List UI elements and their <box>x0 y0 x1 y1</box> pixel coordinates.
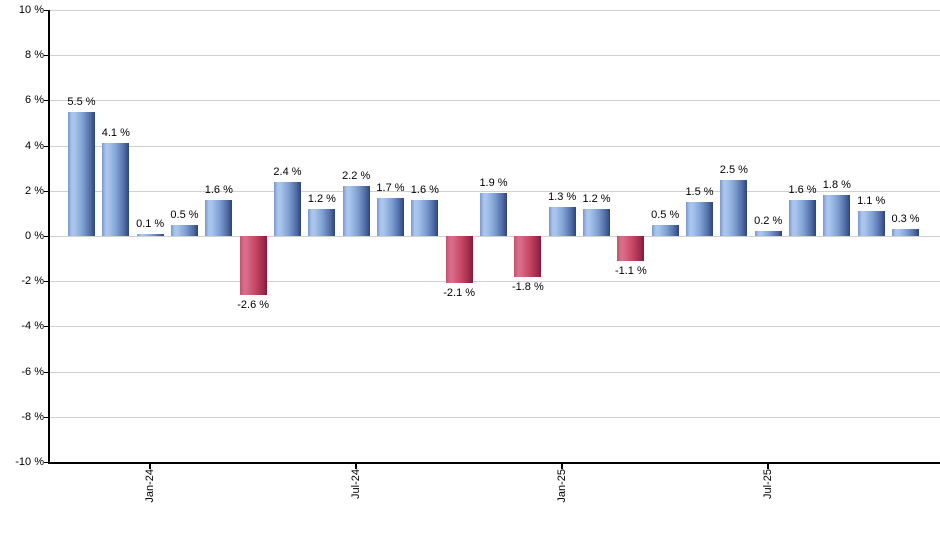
y-axis-label: 4 % <box>25 139 44 152</box>
bar-value-label: 0.3 % <box>891 213 920 226</box>
bar-value-label: 1.1 % <box>857 195 886 208</box>
grid-line <box>50 371 940 373</box>
y-axis-label: 8 % <box>25 49 44 62</box>
bar-value-label: 0.5 % <box>651 208 680 221</box>
x-axis-tick <box>561 462 564 469</box>
bar-value-label: 0.1 % <box>136 217 165 230</box>
grid-line <box>50 236 940 237</box>
bar-value-label: 1.5 % <box>685 186 714 199</box>
x-axis-line <box>48 462 940 464</box>
bar-Nov-25 <box>892 229 920 236</box>
grid-line <box>50 145 940 147</box>
bar-value-label: 1.8 % <box>822 179 851 192</box>
y-axis-label: 0 % <box>25 230 44 242</box>
bar-Jan-25 <box>548 206 576 236</box>
grid-line <box>50 10 940 11</box>
bar-value-label: 1.6 % <box>204 183 233 196</box>
bar-value-label: -2.1 % <box>443 287 476 300</box>
y-axis-line <box>48 10 50 464</box>
y-axis-tick <box>44 416 49 418</box>
y-axis-tick <box>44 281 49 283</box>
bar-Dec-23 <box>102 143 130 236</box>
bar-value-label: 0.5 % <box>170 208 199 221</box>
x-axis-tick <box>149 462 152 469</box>
bar-value-label: 1.2 % <box>582 192 611 205</box>
bar-value-label: 1.6 % <box>410 183 439 196</box>
bar-Sep-24 <box>411 199 439 236</box>
bar-Apr-25 <box>651 224 679 236</box>
bar-Sep-25 <box>823 195 851 236</box>
x-axis-label: Jul-25 <box>762 469 775 499</box>
bar-May-24 <box>274 181 301 236</box>
bar-value-label: 4.1 % <box>101 127 130 140</box>
bar-Dec-24 <box>514 236 542 277</box>
bar-value-label: 1.9 % <box>479 177 508 190</box>
y-axis-tick <box>44 326 49 328</box>
bar-value-label: 5.5 % <box>67 95 96 108</box>
bar-Jul-24 <box>342 186 370 236</box>
bar-value-label: 1.7 % <box>376 181 405 194</box>
bar-Aug-24 <box>377 197 404 236</box>
grid-line <box>50 55 940 57</box>
bar-value-label: 1.3 % <box>548 190 577 203</box>
bar-value-label: 2.5 % <box>719 163 748 176</box>
bar-Apr-24 <box>239 236 267 295</box>
bar-value-label: -2.6 % <box>237 298 270 311</box>
x-axis-label: Jul-24 <box>350 469 363 499</box>
y-axis-label: -2 % <box>21 275 44 288</box>
y-axis-tick <box>44 371 49 373</box>
bar-value-label: -1.8 % <box>511 280 544 293</box>
bar-Oct-25 <box>857 211 885 236</box>
grid-line <box>50 190 940 192</box>
bar-Feb-25 <box>583 208 611 236</box>
bar-Jul-25 <box>754 231 782 236</box>
x-axis-tick <box>767 462 770 469</box>
y-axis-tick <box>44 462 49 463</box>
y-axis-label: -8 % <box>21 410 44 423</box>
grid-line <box>50 416 940 418</box>
x-axis-label: Jan-24 <box>144 469 157 503</box>
bar-Oct-24 <box>445 236 473 284</box>
x-axis-label: Jan-25 <box>556 469 569 503</box>
bar-value-label: 2.4 % <box>273 165 302 178</box>
bar-May-25 <box>686 202 714 236</box>
bar-value-label: 0.2 % <box>754 215 783 228</box>
bar-value-label: -1.1 % <box>614 264 647 277</box>
y-axis-tick <box>44 100 49 102</box>
y-axis-tick <box>44 236 49 237</box>
y-axis-label: 2 % <box>25 184 44 197</box>
y-axis-label: -6 % <box>21 365 44 378</box>
y-axis-label: -4 % <box>21 320 44 333</box>
bar-Mar-24 <box>205 199 233 236</box>
y-axis-label: 6 % <box>25 94 44 107</box>
bar-Feb-24 <box>171 224 198 236</box>
bar-value-label: 2.2 % <box>342 170 371 183</box>
bar-Nov-24 <box>480 193 508 236</box>
bar-Aug-25 <box>789 199 817 236</box>
bar-Jun-25 <box>720 179 748 236</box>
grid-line <box>50 100 940 102</box>
bar-Jun-24 <box>308 208 336 236</box>
bar-Jan-24 <box>136 233 164 236</box>
y-axis-tick <box>44 145 49 147</box>
bar-Mar-25 <box>617 236 645 261</box>
y-axis-tick <box>44 55 49 57</box>
bar-value-label: 1.2 % <box>307 192 336 205</box>
y-axis-label: 10 % <box>18 4 44 16</box>
y-axis-tick <box>44 190 49 192</box>
x-axis-tick <box>355 462 358 469</box>
y-axis-tick <box>44 10 49 11</box>
y-axis-label: -10 % <box>15 456 44 468</box>
grid-line <box>50 326 940 328</box>
bar-Nov-23 <box>68 111 95 236</box>
grid-line <box>50 281 940 283</box>
bar-value-label: 1.6 % <box>788 183 817 196</box>
